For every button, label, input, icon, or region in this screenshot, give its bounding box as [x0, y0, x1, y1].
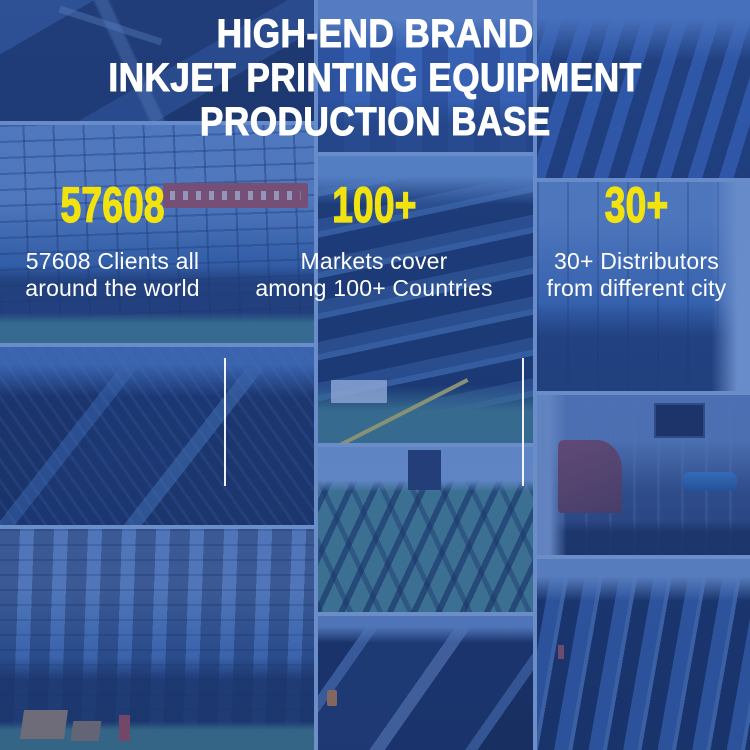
stat-markets-caption-line-2: among 100+ Countries: [255, 275, 493, 301]
stat-clients: 57608 57608 Clients all around the world: [0, 177, 225, 302]
title-line-3: PRODUCTION BASE: [199, 100, 551, 145]
stats-row: 57608 57608 Clients all around the world…: [0, 177, 750, 486]
title-line-1: HIGH-END BRAND: [216, 12, 534, 57]
stat-markets-value: 100+: [331, 177, 417, 233]
stat-distributors-value: 30+: [604, 177, 669, 233]
title-line-2: INKJET PRINTING EQUIPMENT: [108, 56, 642, 101]
stat-distributors-caption: 30+ Distributors from different city: [547, 248, 727, 302]
stat-markets-caption: Markets cover among 100+ Countries: [255, 248, 492, 302]
column-divider-right: [522, 358, 524, 486]
stat-distributors-caption-line-2: from different city: [546, 275, 727, 301]
stat-markets-caption-line-1: Markets cover: [300, 248, 448, 274]
stat-clients-caption-line-1: 57608 Clients all: [25, 248, 200, 274]
column-divider-left: [224, 358, 226, 486]
stat-distributors: 30+ 30+ Distributors from different city: [523, 177, 750, 302]
stat-clients-caption-line-2: around the world: [25, 275, 200, 301]
stat-clients-caption: 57608 Clients all around the world: [25, 248, 200, 302]
stat-markets: 100+ Markets cover among 100+ Countries: [225, 177, 523, 302]
stat-distributors-caption-line-1: 30+ Distributors: [554, 248, 719, 274]
stat-clients-value: 57608: [60, 177, 165, 233]
banner-title: HIGH-END BRAND INKJET PRINTING EQUIPMENT…: [0, 12, 750, 145]
